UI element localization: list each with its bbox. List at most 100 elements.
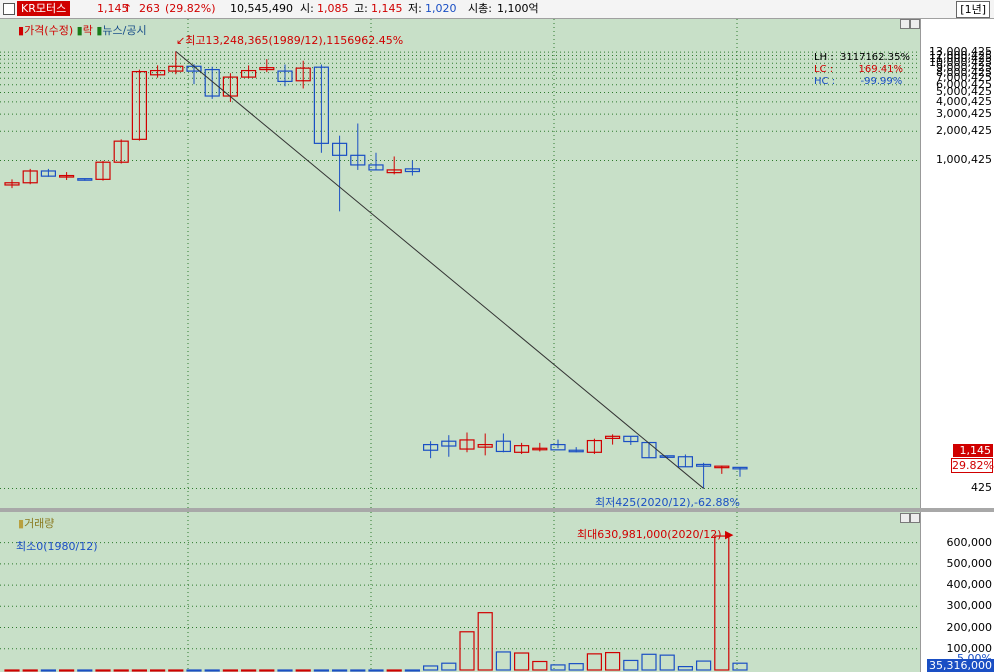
candle[interactable]: [313, 64, 329, 153]
candle[interactable]: [168, 51, 184, 75]
volume-bar[interactable]: [295, 669, 311, 672]
volume-pane[interactable]: ▮거래량 최소0(1980/12) 최대630,981,000(2020/12)…: [0, 512, 994, 672]
candle[interactable]: [22, 168, 38, 185]
candle[interactable]: [441, 435, 457, 457]
candle[interactable]: [95, 160, 111, 181]
volume-bar[interactable]: [623, 659, 639, 671]
volume-bar[interactable]: [568, 663, 584, 671]
legend-fall[interactable]: 락: [82, 24, 93, 37]
candle[interactable]: [604, 434, 621, 445]
candle[interactable]: [77, 178, 93, 181]
volume-bar[interactable]: [659, 654, 675, 671]
volume-bar[interactable]: [586, 653, 603, 671]
legend-volume[interactable]: 거래량: [24, 517, 55, 530]
candle[interactable]: [58, 172, 75, 181]
volume-bar[interactable]: [350, 669, 366, 672]
volume-bar[interactable]: [168, 669, 184, 672]
candle[interactable]: [695, 462, 712, 489]
candle[interactable]: [4, 179, 20, 189]
volume-bar[interactable]: [513, 652, 530, 671]
candle[interactable]: [368, 152, 384, 171]
candle[interactable]: [495, 433, 511, 453]
volume-bar[interactable]: [222, 669, 238, 672]
stock-name-badge[interactable]: KR모터스: [17, 1, 71, 16]
candle[interactable]: [150, 65, 166, 78]
volume-bar[interactable]: [277, 669, 293, 672]
candle[interactable]: [532, 442, 548, 452]
candle[interactable]: [40, 168, 57, 177]
volume-bar[interactable]: [150, 669, 166, 672]
price-chart[interactable]: [0, 19, 920, 508]
volume-bar[interactable]: [186, 669, 202, 672]
volume-bar[interactable]: [604, 651, 621, 671]
candle[interactable]: [332, 135, 348, 212]
candle[interactable]: [568, 447, 584, 453]
volume-bar[interactable]: [495, 651, 511, 671]
volume-bar[interactable]: [441, 662, 457, 671]
volume-bar[interactable]: [532, 660, 548, 671]
candle[interactable]: [477, 433, 493, 456]
volume-bar[interactable]: [40, 669, 57, 672]
candle[interactable]: [350, 123, 366, 170]
candle[interactable]: [714, 465, 730, 474]
volume-axis[interactable]: 100,000 200,000 300,000 400,000 500,000 600,0…: [920, 512, 994, 672]
candle[interactable]: [586, 438, 603, 455]
candle[interactable]: [113, 139, 129, 164]
volume-bar[interactable]: [259, 669, 275, 672]
maximize-pane-icon[interactable]: [910, 19, 920, 29]
candle[interactable]: [222, 73, 238, 102]
volume-bar[interactable]: [404, 669, 420, 672]
volume-chart[interactable]: [0, 512, 920, 672]
candle[interactable]: [131, 69, 147, 141]
candle[interactable]: [404, 160, 420, 176]
minimize-volume-icon[interactable]: [900, 513, 910, 523]
volume-bar[interactable]: [22, 669, 38, 672]
volume-bar[interactable]: [423, 665, 439, 671]
volume-bar[interactable]: [4, 669, 20, 672]
candle[interactable]: [204, 66, 220, 99]
volume-bar[interactable]: [695, 660, 712, 671]
volume-bar[interactable]: [58, 669, 75, 672]
volume-bar[interactable]: [368, 669, 384, 672]
volume-bar[interactable]: [332, 669, 348, 672]
volume-bar[interactable]: [313, 669, 329, 672]
candle[interactable]: [513, 442, 530, 455]
candle[interactable]: [623, 435, 639, 445]
volume-bar[interactable]: [95, 669, 111, 672]
candle[interactable]: [295, 60, 311, 89]
candle[interactable]: [186, 64, 202, 85]
candle[interactable]: [732, 466, 748, 477]
candle[interactable]: [641, 441, 657, 459]
candle[interactable]: [459, 432, 475, 453]
volume-bar[interactable]: [550, 664, 566, 671]
select-checkbox[interactable]: [3, 3, 15, 15]
volume-bar[interactable]: [131, 669, 147, 672]
maximize-volume-icon[interactable]: [910, 513, 920, 523]
legend-news[interactable]: 뉴스/공시: [102, 24, 147, 37]
candle[interactable]: [677, 454, 694, 468]
candle[interactable]: [277, 64, 293, 87]
volume-bar[interactable]: [477, 612, 493, 671]
volume-bar[interactable]: [241, 669, 257, 672]
volume-bar[interactable]: [732, 662, 748, 671]
candle[interactable]: [386, 156, 402, 175]
volume-bar[interactable]: [77, 669, 93, 672]
volume-bar[interactable]: [641, 653, 657, 671]
price-pane[interactable]: ▮가격(수정) ▮락 ▮뉴스/공시 ↙최고13,248,365(1989/12)…: [0, 19, 994, 509]
candle[interactable]: [423, 441, 439, 459]
volume-bar[interactable]: [113, 669, 129, 672]
candle[interactable]: [241, 65, 257, 79]
candle[interactable]: [259, 59, 275, 73]
volume-bar[interactable]: [204, 669, 220, 672]
volume-bar[interactable]: [459, 631, 475, 671]
pane-divider[interactable]: [0, 508, 994, 512]
candle[interactable]: [550, 439, 566, 451]
minimize-pane-icon[interactable]: [900, 19, 910, 29]
volume-bar[interactable]: [677, 666, 694, 671]
trend-line[interactable]: [175, 50, 704, 489]
legend-price[interactable]: 가격(수정): [24, 24, 74, 37]
volume-bar[interactable]: [386, 669, 402, 672]
period-selector[interactable]: [1년]: [956, 1, 990, 18]
volume-bar[interactable]: [714, 535, 730, 671]
price-axis[interactable]: 425 1,000,425 2,000,425 3,000,425 4,000,425 5…: [920, 19, 994, 508]
